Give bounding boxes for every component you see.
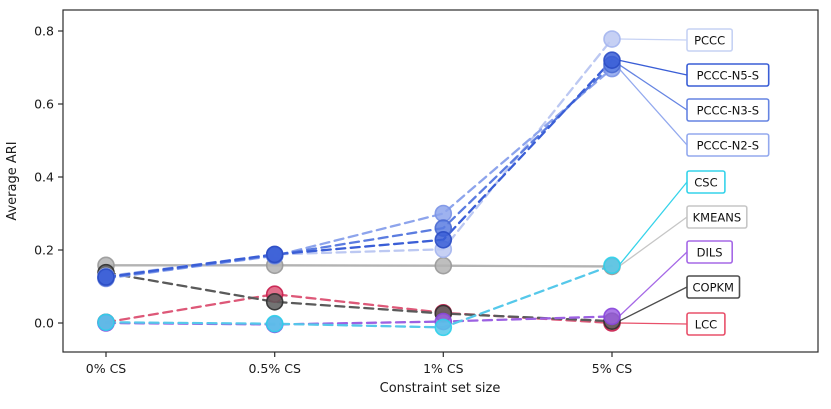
- legend-box-CSC: [686, 170, 726, 194]
- y-tick-label-0.8: 0.8: [34, 24, 54, 39]
- x-axis-title: Constraint set size: [379, 381, 501, 396]
- legend-connector-LCC: [618, 322, 688, 325]
- legend-box-KMEANS: [686, 205, 748, 229]
- legend-label-PCCC: PCCC: [694, 34, 725, 48]
- marker-PCCC-N5-S-1% CS: [434, 230, 453, 249]
- marker-PCCC-5% CS: [603, 30, 621, 48]
- marker-PCCC-N2-S-1% CS: [434, 204, 453, 223]
- legend-label-PCCC-N2-S: PCCC-N2-S: [697, 139, 760, 153]
- legend-label-KMEANS: KMEANS: [693, 211, 742, 225]
- x-tick-label-5% CS: 5% CS: [592, 361, 633, 376]
- series-line-PCCC-N2-S: [104, 67, 614, 280]
- plot-border: [62, 9, 819, 353]
- legend-box-LCC: [686, 312, 726, 336]
- marker-KMEANS-1% CS: [434, 256, 453, 275]
- legend-connector-PCCC-N5-S: [618, 59, 688, 76]
- x-tick-label-1% CS: 1% CS: [423, 361, 464, 376]
- legend-connector-PCCC-N2-S: [618, 68, 688, 146]
- series-line-PCCC-N3-S: [104, 63, 614, 279]
- series-line-PCCC-N5-S: [104, 59, 614, 279]
- legend-box-PCCC-N3-S: [686, 98, 770, 122]
- series-line-CSC: [104, 264, 614, 329]
- x-tick-label-0% CS: 0% CS: [86, 361, 127, 376]
- legend-connector-CSC: [618, 181, 688, 266]
- x-tick-label-0.5% CS: 0.5% CS: [248, 361, 300, 376]
- series-line-DILS: [104, 315, 614, 326]
- legend-label-DILS: DILS: [697, 246, 723, 260]
- marker-DILS-5% CS: [603, 307, 621, 326]
- marker-PCCC-N5-S-5% CS: [603, 51, 621, 70]
- legend-connector-PCCC: [618, 38, 688, 41]
- legend-label-LCC: LCC: [695, 318, 717, 332]
- legend-label-CSC: CSC: [694, 176, 717, 190]
- legend-box-PCCC-N5-S: [686, 63, 770, 87]
- legend-label-PCCC-N5-S: PCCC-N5-S: [697, 69, 760, 83]
- legend-connector-PCCC-N3-S: [618, 64, 688, 111]
- legend-box-COPKM: [686, 275, 741, 299]
- legend-label-COPKM: COPKM: [693, 281, 734, 295]
- series-line-KMEANS: [104, 264, 614, 268]
- marker-CSC-1% CS: [434, 318, 453, 337]
- y-tick-label-0.6: 0.6: [34, 97, 54, 112]
- series-line-COPKM: [104, 271, 614, 323]
- marker-COPKM-0.5% CS: [265, 293, 284, 311]
- series-line-PCCC: [104, 37, 614, 278]
- legend-connector-KMEANS: [618, 216, 688, 267]
- y-tick-label-0.4: 0.4: [34, 170, 54, 185]
- marker-CSC-0% CS: [97, 313, 115, 332]
- marker-CSC-5% CS: [603, 256, 621, 275]
- marker-PCCC-N5-S-0% CS: [97, 268, 115, 286]
- legend-connector-COPKM: [618, 286, 688, 322]
- y-tick-label-0.0: 0.0: [34, 316, 54, 331]
- marker-PCCC-N5-S-0.5% CS: [265, 245, 284, 264]
- legend-connector-DILS: [618, 251, 688, 317]
- marker-CSC-0.5% CS: [265, 314, 284, 333]
- legend-box-DILS: [686, 240, 734, 264]
- legend-label-PCCC-N3-S: PCCC-N3-S: [697, 104, 760, 118]
- legend-box-PCCC-N2-S: [686, 133, 770, 157]
- y-axis-title: Average ARI: [5, 141, 20, 221]
- legend-box-PCCC: [686, 28, 734, 52]
- y-tick-label-0.2: 0.2: [34, 243, 54, 258]
